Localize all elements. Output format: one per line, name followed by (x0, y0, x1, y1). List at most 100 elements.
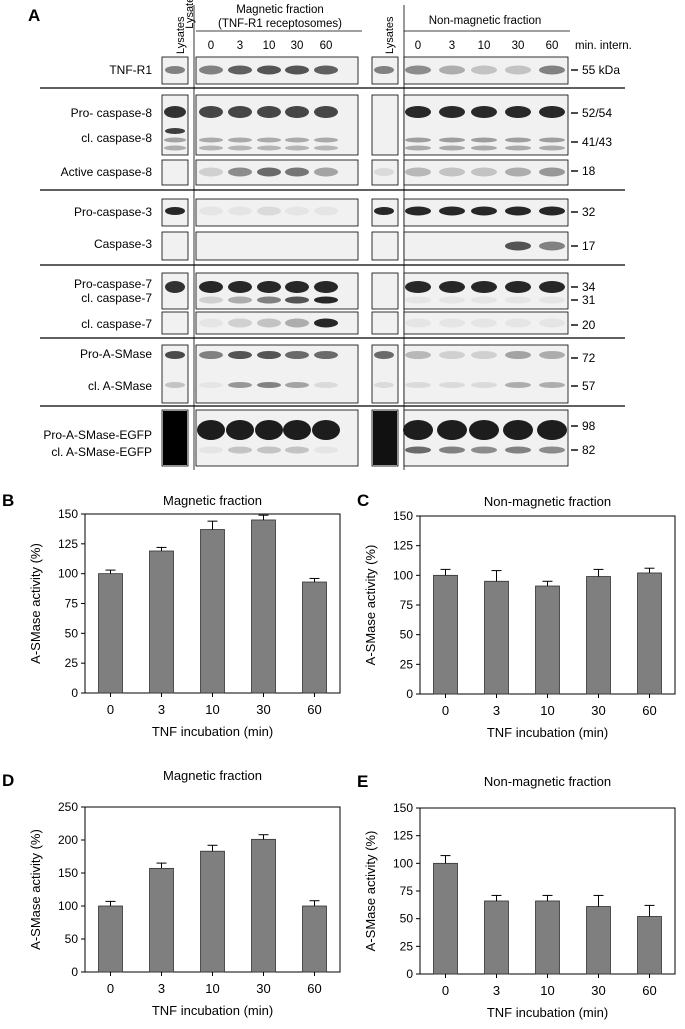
blot-band (405, 106, 431, 118)
blot-lysate-left-clcasp7b (161, 311, 189, 335)
time-point-magnetic: 10 (263, 40, 276, 52)
mw-label-procasp3: 32 (582, 205, 596, 219)
bar (586, 906, 611, 975)
bar (302, 905, 327, 973)
blot-band (285, 242, 309, 251)
blot-band (314, 318, 338, 328)
blot-band (228, 167, 252, 177)
blot-lysate-right-activecasp8 (371, 159, 399, 186)
blot-band (228, 206, 252, 216)
bar (98, 905, 123, 973)
blot-band (199, 106, 223, 118)
row-label-proasmase: Pro-A-SMase (80, 347, 152, 361)
blot-band (314, 206, 338, 216)
time-point-nonmagnetic: 30 (512, 40, 525, 52)
blot-band (165, 66, 185, 74)
blot-lysate-left-activecasp8 (161, 159, 189, 186)
blot-band (374, 207, 394, 215)
x-tick-label: 10 (540, 983, 554, 998)
time-point-magnetic: 60 (320, 40, 333, 52)
blot-band (439, 382, 465, 388)
blot-band (199, 382, 223, 388)
blot-band (285, 382, 309, 388)
blot-band (505, 206, 531, 216)
panel-label-d: D (2, 771, 14, 790)
x-axis-label: TNF incubation (min) (487, 1005, 608, 1020)
blot-band (228, 382, 252, 388)
blot-band (539, 446, 565, 454)
blot-band (257, 167, 281, 177)
blot-band (403, 420, 433, 440)
x-tick-label: 10 (205, 981, 219, 996)
chart-panel-d: D Magnetic fraction050100150200250A-SMase… (2, 768, 341, 1018)
blot-band (539, 145, 565, 151)
y-axis-label: A-SMase activity (%) (28, 829, 43, 950)
blot-band (314, 137, 338, 143)
mw-label-clcasp7a: 31 (582, 293, 596, 307)
blot-band (505, 382, 531, 388)
blot-band (373, 411, 397, 465)
row-label-clcasp7a: cl. caspase-7 (81, 291, 152, 305)
y-tick-label: 0 (406, 687, 413, 701)
blot-band (505, 241, 531, 251)
blot-band (165, 281, 185, 293)
blot-magnetic-clcasp7b (195, 311, 359, 335)
blot-band (199, 242, 223, 251)
blot-band (471, 296, 497, 304)
blot-band (228, 446, 252, 454)
blot-band (471, 206, 497, 216)
blot-band (228, 318, 252, 328)
y-tick-label: 250 (58, 800, 78, 814)
blot-band (439, 296, 465, 304)
blot-band (165, 128, 185, 134)
blot-band (405, 242, 431, 251)
blot-band (199, 281, 223, 293)
y-tick-label: 50 (65, 626, 79, 640)
blot-band (199, 318, 223, 328)
blot-band (539, 281, 565, 293)
mw-label-procasp8: 52/54 (582, 106, 612, 120)
time-point-nonmagnetic: 60 (546, 40, 559, 52)
bar (251, 838, 276, 973)
bar (535, 585, 560, 695)
row-label-tnfr1: TNF-R1 (109, 63, 152, 77)
x-tick-label: 3 (493, 703, 500, 718)
blot-band (405, 382, 431, 388)
bar (535, 900, 560, 975)
blot-band (439, 318, 465, 328)
blot-band (285, 296, 309, 304)
blot-band (314, 446, 338, 454)
y-tick-label: 0 (71, 965, 78, 979)
blot-band (314, 281, 338, 293)
blot-band (163, 411, 187, 465)
blot-band (505, 65, 531, 75)
magnetic-header-sub: (TNF-R1 receptosomes) (218, 18, 342, 30)
mw-label-clasmase_egfp: 82 (582, 443, 596, 457)
blot-band (505, 318, 531, 328)
blot-band (505, 167, 531, 177)
y-tick-label: 0 (71, 686, 78, 700)
x-tick-label: 60 (307, 702, 321, 717)
x-tick-label: 0 (442, 703, 449, 718)
blot-lysate-right-casp7 (371, 272, 399, 310)
blot-band (257, 351, 281, 359)
blot-band (228, 65, 252, 75)
blot-band (439, 106, 465, 118)
blot-band (164, 106, 186, 118)
time-point-magnetic: 0 (208, 40, 214, 52)
blot-nonmagnetic-activecasp8 (403, 159, 569, 186)
row-label-clasmase: cl. A-SMase (88, 379, 152, 393)
row-label-procasp8: Pro- caspase-8 (71, 106, 153, 120)
blot-band (228, 281, 252, 293)
blot-lysate-right-clcasp7b (371, 311, 399, 335)
blot-band (437, 420, 467, 440)
time-point-nonmagnetic: 10 (478, 40, 491, 52)
bar (251, 519, 276, 694)
blot-band (199, 65, 223, 75)
y-tick-label: 100 (58, 899, 78, 913)
blot-band (285, 318, 309, 328)
blot-band (471, 446, 497, 454)
y-tick-label: 100 (393, 568, 413, 582)
row-label-proasmase_egfp: Pro-A-SMase-EGFP (43, 428, 152, 442)
x-tick-label: 30 (591, 983, 605, 998)
